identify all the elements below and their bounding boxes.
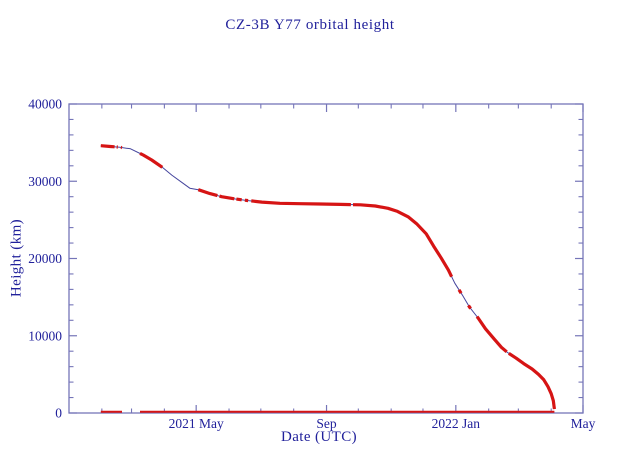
apogee-markers <box>100 144 115 149</box>
apogee-markers <box>467 304 472 310</box>
y-tick-label: 0 <box>55 406 62 421</box>
x-tick-label: Sep <box>316 416 337 431</box>
apogee-markers <box>251 199 351 207</box>
apogee-markers <box>139 151 164 169</box>
axis-ticks <box>69 103 584 414</box>
y-tick-labels: 0 10000 20000 30000 40000 <box>28 97 62 421</box>
apogee-markers <box>219 194 235 201</box>
apogee-markers <box>457 288 463 295</box>
x-tick-label: 2022 Jan <box>432 416 481 431</box>
apogee-markers <box>197 188 218 198</box>
apogee-markers <box>352 203 454 278</box>
x-tick-label: May <box>571 416 596 431</box>
chart-title: CZ-3B Y77 orbital height <box>225 17 395 33</box>
y-tick-label: 10000 <box>28 328 62 343</box>
apogee-markers <box>236 197 242 202</box>
y-tick-label: 40000 <box>28 97 62 112</box>
apogee-connector-line <box>100 145 555 410</box>
apogee-markers <box>507 352 556 410</box>
apogee-series <box>100 144 556 410</box>
x-axis-label: Date (UTC) <box>280 429 358 445</box>
apogee-markers <box>475 315 508 354</box>
plot-frame <box>68 103 584 414</box>
y-tick-label: 30000 <box>28 174 62 189</box>
y-tick-label: 20000 <box>28 251 62 266</box>
x-tick-label: 2021 May <box>169 416 224 431</box>
x-tick-labels: 2021 May Sep 2022 Jan May <box>169 416 596 431</box>
